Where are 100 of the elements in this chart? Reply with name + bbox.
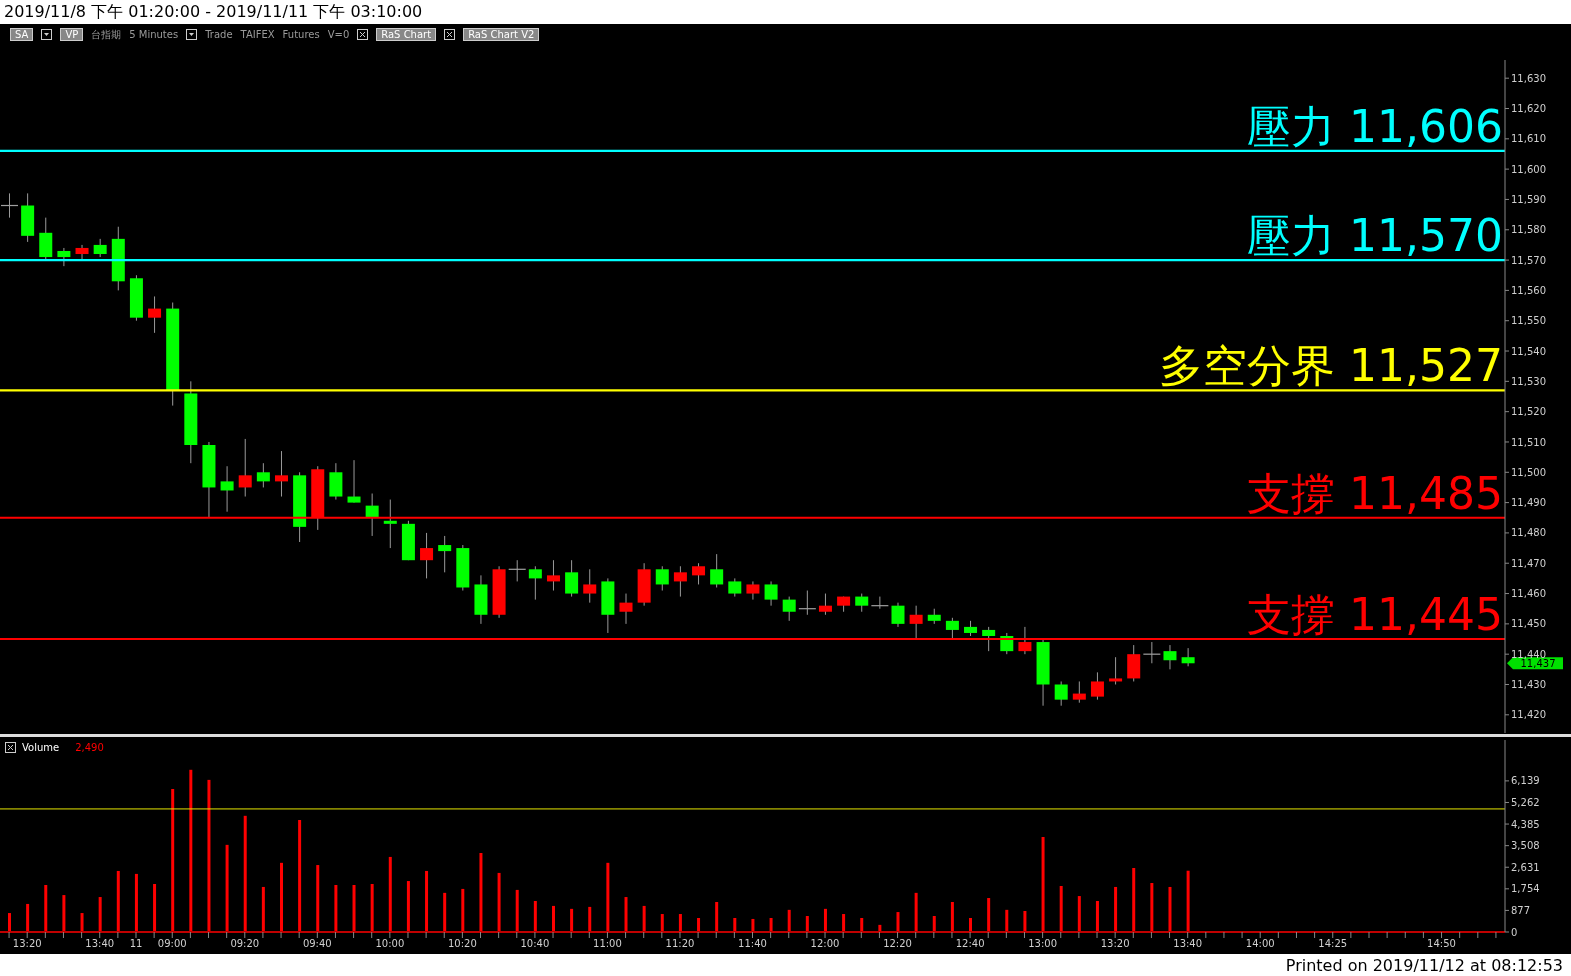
candlestick	[945, 617, 959, 640]
candlestick	[220, 465, 234, 513]
y-tick-label: 877	[1511, 904, 1531, 916]
y-tick-label: 1,754	[1511, 883, 1540, 895]
x-tick-label: 12:00	[810, 938, 840, 950]
ref-line-label: 壓力 11,570	[1247, 210, 1503, 262]
bar	[334, 884, 338, 932]
bar	[461, 888, 465, 932]
y-tick-label: 5,262	[1511, 797, 1540, 809]
candlestick	[673, 565, 687, 598]
bar	[98, 897, 102, 932]
candlestick	[438, 535, 452, 573]
bar	[1041, 836, 1045, 932]
text: RaS Chart V2	[463, 28, 540, 41]
candlestick	[855, 593, 869, 613]
bar	[515, 889, 519, 932]
bar	[497, 872, 501, 932]
bar	[1186, 870, 1190, 932]
bar	[842, 914, 846, 932]
y-tick-label: 11,620	[1511, 103, 1546, 115]
y-tick-label: 11,600	[1511, 163, 1546, 175]
y-tick-label: 11,630	[1511, 72, 1546, 84]
y-tick-label: 11,430	[1511, 679, 1546, 691]
candlestick	[818, 593, 832, 616]
y-tick-label: 11,470	[1511, 557, 1546, 569]
candlestick	[256, 462, 270, 488]
x-tick-label: 13:40	[1173, 938, 1203, 950]
bar	[1005, 909, 1009, 932]
candlestick	[655, 565, 669, 592]
y-tick-label: 11,440	[1511, 648, 1546, 660]
x-tick-label: 10:40	[520, 938, 550, 950]
y-tick-label: 3,508	[1511, 840, 1540, 852]
bar	[298, 820, 302, 932]
bar	[533, 900, 537, 932]
bar	[1077, 896, 1081, 932]
bar	[26, 903, 30, 932]
bar	[443, 892, 447, 932]
candlestick	[420, 532, 434, 579]
bar	[243, 815, 247, 932]
y-tick-label: 11,500	[1511, 466, 1546, 478]
candlestick	[1163, 644, 1177, 670]
x-tick-label: 10:20	[447, 938, 477, 950]
text: 5 Minutes	[129, 29, 179, 40]
bar	[1095, 900, 1099, 932]
annotation: 2,490	[75, 742, 104, 753]
y-tick-label: 11,540	[1511, 345, 1546, 357]
x-tick-label: 09:20	[230, 938, 260, 950]
candlestick	[238, 438, 252, 498]
y-tick-label: 11,590	[1511, 194, 1546, 205]
candlestick	[710, 553, 724, 588]
candlestick	[583, 568, 597, 604]
candlestick	[365, 493, 379, 537]
candlestick	[528, 565, 542, 601]
candlestick	[982, 626, 996, 652]
candlestick	[93, 238, 107, 258]
y-tick-label: 11,460	[1511, 588, 1546, 600]
text: VP	[60, 28, 84, 41]
x-tick-label: 14:00	[1245, 938, 1275, 950]
bar	[388, 856, 392, 932]
bar	[751, 918, 755, 932]
x-tick-label: 11:40	[738, 938, 767, 950]
bar	[642, 905, 646, 932]
text: Volume	[22, 742, 60, 753]
bar	[1168, 886, 1172, 932]
candlestick	[1181, 647, 1195, 667]
text: 11,437	[1520, 658, 1556, 670]
bar	[116, 870, 120, 932]
candlestick	[619, 593, 633, 625]
bar	[479, 852, 483, 932]
candlestick	[274, 450, 288, 498]
bar	[8, 913, 11, 932]
text: V=0	[327, 29, 350, 40]
bar	[189, 769, 193, 932]
x-tick-label: 12:40	[955, 938, 985, 950]
candlestick	[1090, 671, 1104, 701]
bar	[1023, 911, 1027, 932]
bar	[860, 917, 864, 932]
candlestick	[565, 559, 579, 598]
text: TAIFEX	[240, 29, 275, 40]
y-tick-label: 2,631	[1511, 861, 1540, 873]
bar	[950, 901, 954, 932]
bar	[715, 901, 719, 932]
y-tick-label: 11,520	[1511, 406, 1546, 418]
ref-line-label: 壓力 11,606	[1247, 100, 1503, 152]
text: 台指期	[91, 27, 122, 42]
y-tick-label: 11,570	[1511, 254, 1546, 266]
text: Trade	[205, 29, 233, 40]
candlestick	[1072, 680, 1086, 704]
candlestick	[746, 580, 760, 601]
bar	[425, 870, 429, 932]
bar	[352, 884, 356, 932]
bar	[1132, 868, 1136, 932]
candlestick	[692, 562, 706, 585]
bar	[606, 862, 610, 932]
y-tick-label: 4,385	[1511, 818, 1540, 830]
y-tick-label: 11,480	[1511, 527, 1546, 539]
bar	[969, 917, 973, 932]
candlestick	[347, 459, 361, 504]
candlestick	[764, 580, 778, 607]
y-tick-label: 11,610	[1511, 133, 1546, 145]
